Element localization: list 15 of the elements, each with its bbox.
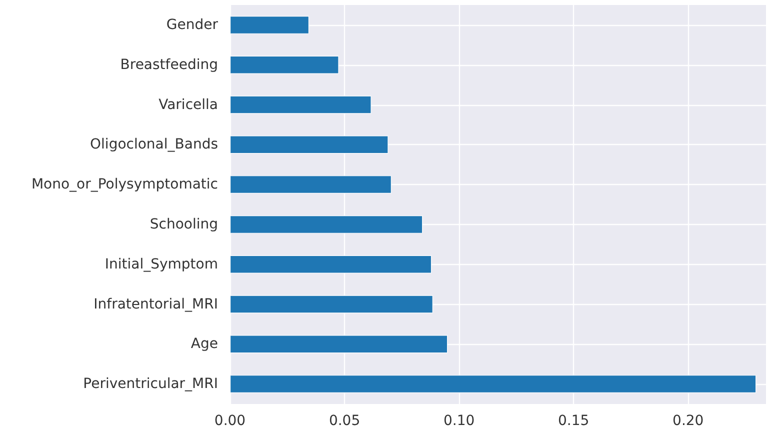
- x-tick-label: 0.05: [328, 413, 360, 429]
- x-tick-label: 0.20: [672, 413, 704, 429]
- y-tick-label: Gender: [166, 16, 218, 33]
- y-tick-label: Age: [190, 336, 218, 352]
- y-tick-label: Varicella: [158, 96, 218, 113]
- y-tick-label: Mono_or_Polysymptomatic: [31, 176, 218, 193]
- x-tick-label: 0.10: [443, 413, 475, 429]
- y-tick-label: Oligoclonal_Bands: [90, 136, 218, 153]
- y-tick-label: Infratentorial_MRI: [94, 296, 218, 312]
- y-tick-label: Schooling: [150, 216, 218, 232]
- x-tick-label: 0.00: [214, 413, 246, 429]
- y-tick-label: Periventricular_MRI: [83, 376, 218, 392]
- y-tick-label: Breastfeeding: [120, 56, 218, 73]
- x-tick-label: 0.15: [558, 413, 590, 429]
- y-tick-label: Initial_Symptom: [104, 256, 218, 272]
